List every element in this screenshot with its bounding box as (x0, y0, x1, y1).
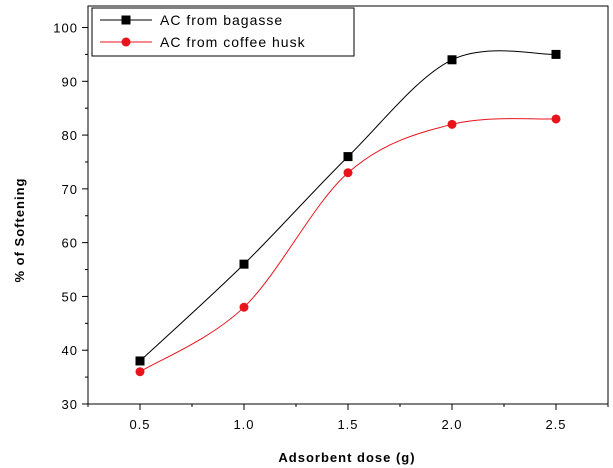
data-point (447, 55, 457, 65)
series-layer (135, 49, 561, 377)
x-axis-ticks: 0.5 1.0 1.5 2.0 2.5 (87, 404, 609, 432)
data-point (135, 356, 145, 366)
x-tick-label: 1.5 (337, 417, 358, 432)
x-tick-label: 1.0 (233, 417, 254, 432)
y-tick-label: 40 (62, 343, 78, 358)
series-2 (135, 114, 561, 377)
plot-frame (87, 5, 609, 405)
chart-axes (87, 5, 609, 405)
y-axis-ticks: 30 40 50 60 70 80 90 100 (53, 21, 88, 412)
y-tick-label: 60 (62, 236, 78, 251)
y-tick-label: 80 (62, 128, 78, 143)
data-point (551, 114, 561, 124)
y-tick-label: 50 (62, 289, 78, 304)
data-point (239, 302, 249, 312)
x-tick-label: 2.5 (545, 417, 566, 432)
legend-label: AC from bagasse (160, 12, 283, 28)
x-axis-title: Adsorbent dose (g) (278, 450, 415, 465)
series-1 (135, 49, 561, 366)
y-tick-label: 90 (62, 74, 78, 89)
x-tick-label: 0.5 (129, 417, 150, 432)
y-axis-title: % of Softening (12, 178, 27, 283)
legend-marker (121, 37, 131, 47)
legend-box (91, 7, 355, 57)
data-point (239, 259, 249, 269)
y-tick-label: 30 (62, 397, 78, 412)
y-tick-label: 100 (53, 21, 78, 36)
data-point (135, 367, 145, 377)
legend-marker (121, 15, 131, 25)
series-line (139, 50, 557, 362)
data-point (343, 152, 353, 162)
x-tick-label: 2.0 (441, 417, 462, 432)
data-point (551, 49, 561, 59)
data-point (447, 119, 457, 129)
legend: AC from bagasse AC from coffee husk (91, 7, 355, 57)
series-line (139, 118, 557, 373)
y-tick-label: 70 (62, 182, 78, 197)
data-point (343, 168, 353, 178)
legend-label: AC from coffee husk (160, 34, 306, 50)
